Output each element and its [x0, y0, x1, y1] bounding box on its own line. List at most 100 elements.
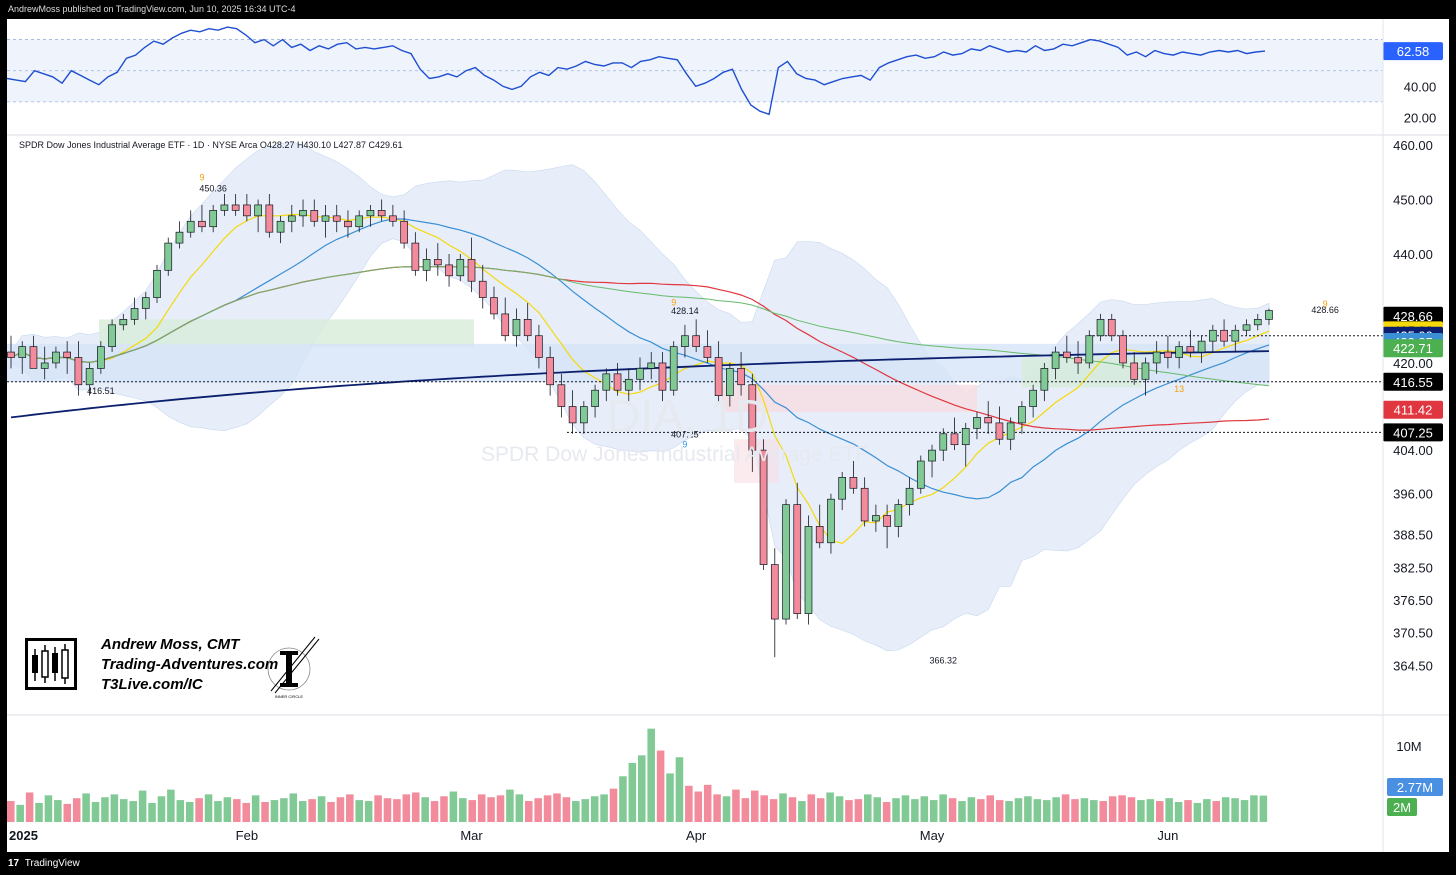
candle-body: [1209, 329, 1217, 342]
volume-bar: [1005, 801, 1013, 822]
volume-ma-text: 2M: [1393, 800, 1411, 815]
candle: [939, 428, 948, 462]
candle: [1231, 324, 1240, 353]
volume-bar: [7, 801, 15, 822]
volume-bar: [995, 800, 1004, 822]
chart-area[interactable]: 450.36 416.51 428.14 407.25 428.66 366.32 9 9 9 9…: [6, 19, 1449, 852]
candle: [310, 199, 319, 227]
volume-bar: [581, 799, 590, 822]
volume-bar: [572, 801, 580, 822]
candle: [1040, 362, 1049, 402]
candle-body: [220, 204, 229, 211]
volume-bar: [638, 755, 646, 822]
price-legend[interactable]: SPDR Dow Jones Industrial Average ETF · …: [19, 140, 403, 150]
volume-bar: [1240, 800, 1249, 822]
candle-body: [108, 324, 116, 347]
candle: [512, 308, 521, 347]
candle-body: [815, 526, 824, 544]
candle-body: [1231, 329, 1240, 342]
x-tick-label: Apr: [686, 828, 707, 843]
volume-bar: [35, 802, 43, 822]
candle-body: [1141, 362, 1150, 380]
candle-body: [658, 362, 667, 391]
volume-bar: [54, 800, 62, 822]
volume-bar: [317, 796, 326, 822]
candle-body: [591, 389, 599, 407]
candle-body: [344, 220, 352, 228]
candle: [40, 346, 49, 380]
candle-body: [265, 204, 274, 233]
volume-bar: [242, 802, 250, 822]
volume-bar: [1024, 796, 1032, 822]
candle: [827, 493, 835, 554]
candle-body: [175, 231, 184, 244]
candle-body: [422, 259, 431, 271]
volume-bar: [534, 798, 542, 822]
rsi-line: [6, 26, 1266, 116]
candle: [433, 243, 442, 276]
candle-body: [85, 368, 94, 386]
volume-bar: [609, 788, 618, 822]
volume-bar: [1212, 801, 1221, 822]
candle: [445, 253, 453, 287]
candle: [97, 341, 105, 374]
candle-body: [849, 477, 858, 489]
chart-canvas[interactable]: 450.36 416.51 428.14 407.25 428.66 366.32 9 9 9 9…: [6, 19, 1449, 852]
candle-body: [321, 215, 330, 222]
candle-body: [52, 351, 60, 364]
candle-body: [1265, 310, 1273, 320]
candle-body: [29, 346, 38, 369]
volume-y-tick: 10M: [1396, 739, 1421, 754]
volume-bar: [393, 799, 401, 822]
x-tick-label: May: [920, 828, 945, 843]
candle-body: [1006, 422, 1015, 440]
volume-bar: [1193, 802, 1202, 822]
candle: [254, 199, 262, 233]
volume-value-tag: [1387, 778, 1443, 796]
volume-bar: [280, 798, 288, 822]
price-tag: [1383, 306, 1443, 325]
volume-bar: [459, 798, 467, 822]
candle: [726, 362, 734, 407]
candle-body: [119, 319, 128, 326]
x-tick-label: Feb: [236, 828, 258, 843]
volume-bar: [685, 785, 693, 822]
candle-body: [770, 564, 779, 620]
candle: [85, 362, 94, 396]
candle-body: [973, 417, 981, 429]
candle: [321, 204, 330, 238]
candle-body: [141, 297, 150, 309]
candle-body: [883, 515, 891, 527]
candle: [209, 204, 218, 233]
volume-bar: [751, 790, 759, 822]
volume-bar: [91, 802, 100, 822]
candle-body: [243, 204, 251, 217]
candle: [287, 204, 296, 233]
candle-body: [793, 504, 802, 614]
volume-bar: [986, 795, 994, 822]
price-tag: [1383, 339, 1443, 358]
candle: [1209, 324, 1217, 353]
candle-body: [624, 378, 633, 391]
price-annotation: 366.32: [930, 656, 958, 666]
td-count-mark: 13: [1174, 384, 1184, 394]
candle: [658, 352, 667, 402]
watermark-name: SPDR Dow Jones Industrial Average ETF: [481, 443, 869, 466]
candle: [849, 461, 858, 494]
candle-body: [1018, 406, 1026, 424]
candle-body: [894, 504, 903, 527]
candle: [130, 297, 139, 325]
volume-bar: [195, 798, 203, 822]
candle: [535, 324, 543, 369]
price-y-tick: 450.00: [1393, 192, 1433, 207]
candle: [916, 455, 925, 494]
candle: [243, 194, 251, 222]
candle: [1107, 313, 1116, 342]
watermark-symbol: DIA, 1D: [607, 390, 769, 442]
candle-body: [231, 204, 240, 211]
volume-bar: [204, 794, 213, 822]
volume-bar: [675, 757, 684, 822]
candle-body: [411, 242, 420, 271]
candle-body: [1085, 335, 1094, 364]
